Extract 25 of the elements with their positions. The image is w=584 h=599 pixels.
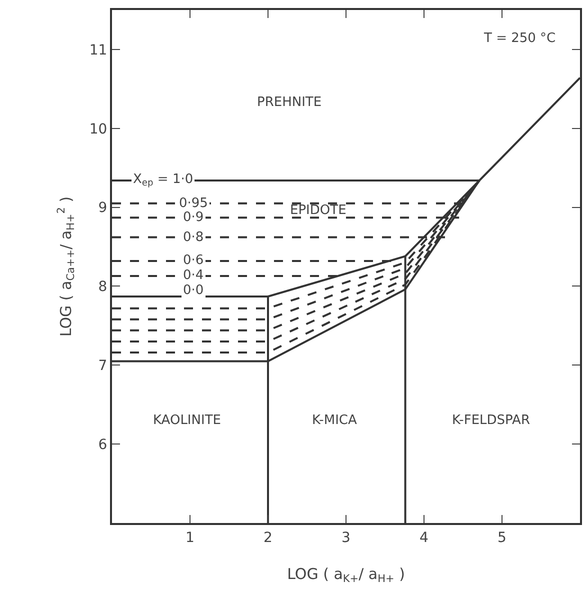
annotation: 0·0	[183, 283, 204, 298]
x-tick-label: 4	[420, 530, 429, 546]
x-tick-label: 3	[342, 530, 350, 546]
x-tick-label: 2	[264, 530, 272, 546]
annotation: 0·8	[183, 230, 204, 245]
y-tick-label: 11	[89, 42, 108, 58]
annotation: T = 250 °C	[483, 31, 556, 46]
y-tick-label: 7	[98, 358, 108, 374]
x-tick-label: 5	[498, 530, 506, 546]
annotation: 0·6	[183, 253, 204, 268]
annotation: KAOLINITE	[153, 413, 221, 428]
annotation: K-FELDSPAR	[452, 413, 530, 428]
annotation: 0·4	[183, 268, 204, 283]
y-tick-label: 6	[98, 436, 108, 453]
y-tick-label: 10	[89, 121, 108, 138]
x-axis-title: LOG ( a$_{K+}$/ a$_{H+}$ )	[287, 565, 405, 586]
annotation: PREHNITE	[257, 95, 322, 110]
y-tick-label: 9	[98, 200, 108, 216]
y-tick-label: 8	[98, 279, 108, 296]
annotation: 0·9	[183, 210, 204, 225]
annotation: 0·95	[179, 196, 208, 211]
annotation: K-MICA	[312, 413, 357, 428]
x-tick-label: 1	[186, 530, 194, 546]
annotation: X$_{ep}$ = 1·0	[133, 172, 194, 189]
annotation: EPIDOTE	[290, 203, 346, 218]
